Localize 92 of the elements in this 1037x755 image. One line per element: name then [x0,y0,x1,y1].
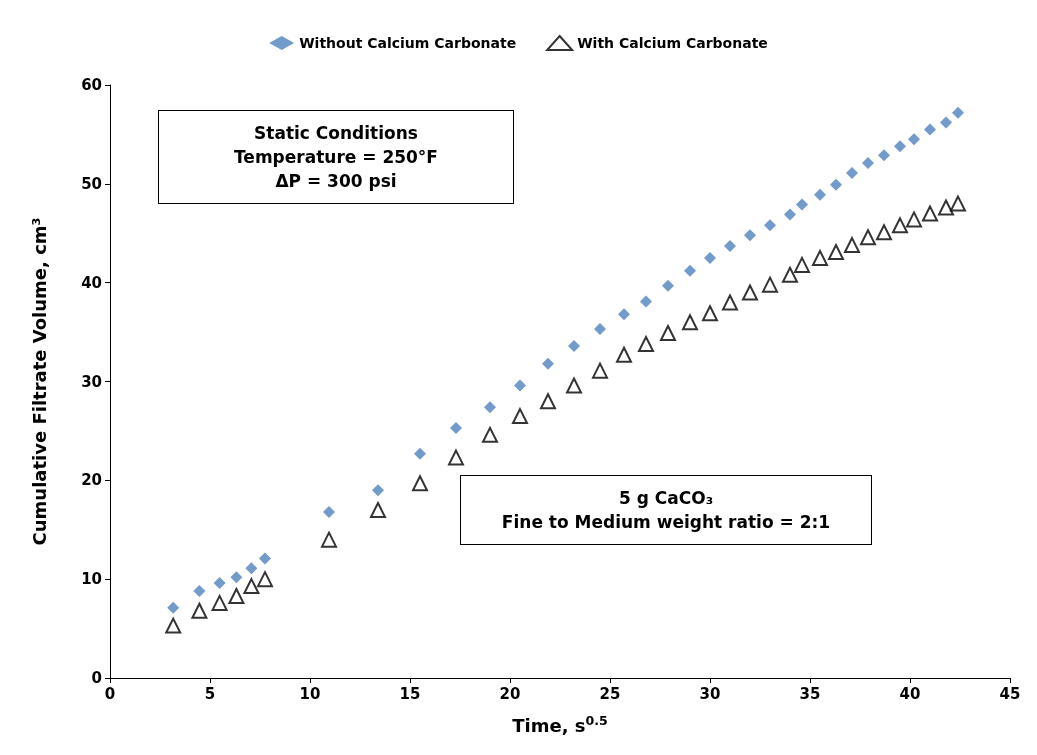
point [228,587,245,604]
y-tick-label: 30 [81,372,102,391]
point [784,208,796,221]
point [245,562,258,575]
point [812,249,828,266]
y-axis-title: Cumulative Filtrate Volume, cm³ [28,217,50,546]
point [414,447,426,460]
point [906,211,922,228]
point [830,178,842,191]
legend-label: Without Calcium Carbonate [299,35,517,51]
point [722,294,738,311]
point [259,552,271,565]
point [512,408,528,425]
point [484,401,496,414]
y-tick-label: 10 [81,570,102,589]
point [616,346,632,363]
point [618,308,630,321]
point [684,264,696,277]
point [540,393,556,410]
point [230,571,243,584]
point [640,295,652,308]
x-tick-label: 30 [699,684,721,703]
point [568,339,580,352]
point [638,335,654,352]
point [211,594,228,611]
point [167,601,180,614]
x-tick-label: 40 [899,684,921,703]
point [796,198,808,211]
point [450,421,462,434]
point [165,617,182,634]
y-tick-label: 60 [81,76,102,94]
x-tick-label: 45 [999,684,1021,703]
point [744,229,756,242]
y-tick-label: 20 [81,471,102,490]
point [592,362,608,379]
point [950,195,966,212]
point [846,166,858,179]
point [594,323,606,336]
point [938,199,954,216]
point [323,505,335,518]
point [566,377,582,394]
point [193,585,206,598]
point [876,224,892,241]
x-tick-label: 15 [399,684,421,703]
x-tick-label: 0 [104,684,116,703]
point [894,140,906,153]
point [412,475,428,492]
point [828,244,844,261]
point [257,571,273,588]
point [892,217,908,234]
point [660,325,676,342]
point [448,449,464,466]
point [794,256,810,273]
point [764,219,776,232]
point [682,314,698,331]
y-tick-label: 0 [91,669,102,687]
point [514,379,526,392]
point [482,426,498,443]
point [372,484,384,497]
legend-label: With Calcium Carbonate [577,35,768,51]
point [213,577,226,590]
point [191,602,208,619]
point [922,205,938,222]
point [542,357,554,370]
point [702,305,718,322]
y-tick-label: 50 [81,174,102,193]
point [924,123,936,136]
point [370,501,386,518]
point [704,251,716,264]
point [860,229,876,246]
point [862,157,874,170]
y-tick-label: 40 [81,273,102,292]
x-tick-label: 20 [499,684,521,703]
note-box: Static Conditions Temperature = 250°F ΔP = 300 psi [158,110,514,204]
point [662,279,674,292]
point [940,116,952,129]
point [878,149,890,162]
point [782,266,798,283]
point [243,578,260,595]
x-tick-label: 25 [599,684,621,703]
note-box: 5 g CaCO₃ Fine to Medium weight ratio = 2:1 [460,475,872,545]
point [814,188,826,201]
point [908,133,920,146]
point [321,531,337,548]
point [762,276,778,293]
point [952,106,964,119]
x-tick-label: 35 [799,684,821,703]
x-tick-label: 5 [204,684,216,703]
point [724,240,736,253]
x-tick-label: 10 [299,684,321,703]
point [844,237,860,254]
point [742,284,758,301]
